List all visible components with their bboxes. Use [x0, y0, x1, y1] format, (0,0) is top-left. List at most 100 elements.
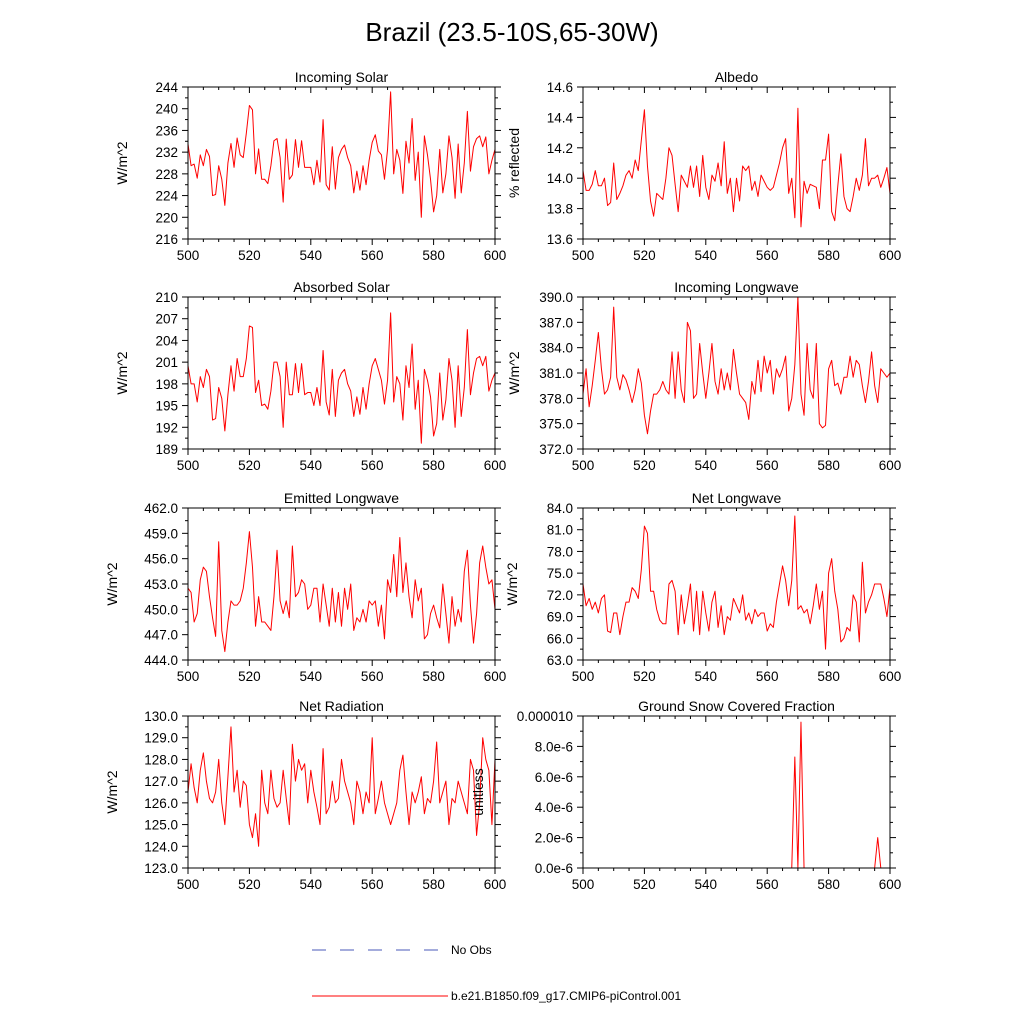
y-axis-label: unitless [470, 768, 486, 815]
y-tick-label: 127.0 [144, 774, 178, 789]
x-tick-label: 580 [817, 669, 840, 684]
x-tick-label: 580 [422, 458, 445, 473]
x-tick-label: 540 [300, 877, 323, 892]
y-tick-label: 453.0 [144, 577, 178, 592]
x-tick-label: 500 [177, 669, 200, 684]
y-tick-label: 66.0 [547, 631, 573, 646]
panel-title: Albedo [715, 69, 759, 85]
x-tick-label: 560 [756, 877, 779, 892]
y-tick-label: 69.0 [547, 610, 573, 625]
panel-title: Absorbed Solar [293, 279, 390, 295]
y-tick-label: 84.0 [547, 501, 573, 516]
x-tick-label: 580 [422, 248, 445, 263]
x-tick-label: 540 [695, 458, 718, 473]
plot-frame [187, 715, 496, 869]
y-axis-label: W/m^2 [114, 351, 130, 394]
x-tick-label: 520 [238, 877, 261, 892]
y-axis-label: W/m^2 [114, 141, 130, 184]
y-tick-label: 375.0 [539, 417, 573, 432]
x-tick-label: 580 [422, 877, 445, 892]
x-tick-label: 520 [238, 248, 261, 263]
x-tick-label: 600 [484, 458, 507, 473]
series-line-incoming-solar [187, 91, 496, 218]
panel-incoming-solar: Incoming Solar W/m^2 500 520 540 560 580 600 216… [114, 69, 506, 263]
x-tick-label: 500 [177, 877, 200, 892]
y-tick-label: 14.6 [547, 80, 573, 95]
y-tick-label: 390.0 [539, 290, 573, 305]
plot-frame [187, 507, 496, 661]
x-tick-label: 540 [695, 669, 718, 684]
series-line-absorbed-solar [187, 312, 496, 444]
x-tick-label: 500 [572, 248, 595, 263]
y-tick-label: 210 [155, 290, 178, 305]
y-tick-label: 0.000010 [517, 709, 573, 724]
plot-frame [582, 296, 891, 450]
y-tick-label: 372.0 [539, 442, 573, 457]
panel-net-longwave: Net Longwave W/m^2 500 520 540 560 580 600 63.0 6… [504, 490, 901, 684]
y-tick-label: 75.0 [547, 566, 573, 581]
x-tick-label: 540 [300, 669, 323, 684]
y-tick-label: 462.0 [144, 501, 178, 516]
panel-title: Emitted Longwave [284, 490, 399, 506]
x-tick-label: 560 [756, 248, 779, 263]
y-tick-label: 13.6 [547, 232, 573, 247]
panel-ground-snow-covered-fraction: Ground Snow Covered Fraction unitless 500 5… [470, 698, 901, 892]
y-tick-label: 204 [155, 333, 178, 348]
y-tick-label: 129.0 [144, 731, 178, 746]
x-tick-label: 600 [484, 669, 507, 684]
y-tick-label: 13.8 [547, 202, 573, 217]
x-tick-label: 560 [361, 669, 384, 684]
x-tick-label: 540 [695, 248, 718, 263]
y-tick-label: 459.0 [144, 526, 178, 541]
panel-albedo: Albedo % reflected 500 520 540 560 580 600 13.6 1… [506, 69, 901, 263]
x-tick-label: 500 [572, 877, 595, 892]
y-tick-label: 228 [155, 167, 178, 182]
y-axis-label: W/m^2 [506, 351, 522, 394]
panel-title: Incoming Longwave [674, 279, 799, 295]
series-line-emitted-longwave [187, 531, 496, 653]
y-tick-label: 456.0 [144, 552, 178, 567]
y-tick-label: 207 [155, 312, 178, 327]
x-tick-label: 540 [300, 458, 323, 473]
legend-label-model-run: b.e21.B1850.f09_g17.CMIP6-piControl.001 [451, 989, 681, 1003]
x-tick-label: 580 [817, 248, 840, 263]
y-tick-label: 192 [155, 420, 178, 435]
x-tick-label: 600 [879, 877, 902, 892]
x-tick-label: 600 [484, 248, 507, 263]
x-tick-label: 500 [572, 458, 595, 473]
panel-net-radiation: Net Radiation W/m^2 500 520 540 560 580 600 123.… [104, 698, 506, 892]
y-tick-label: 236 [155, 123, 178, 138]
y-tick-label: 450.0 [144, 602, 178, 617]
y-tick-label: 387.0 [539, 315, 573, 330]
legend-label-no-obs: No Obs [451, 943, 492, 957]
y-tick-label: 123.0 [144, 861, 178, 876]
y-tick-label: 14.0 [547, 171, 573, 186]
y-tick-label: 6.0e-6 [535, 770, 573, 785]
y-axis-label: % reflected [506, 128, 522, 198]
x-tick-label: 560 [756, 669, 779, 684]
plot-frame [187, 86, 496, 240]
y-tick-label: 81.0 [547, 523, 573, 538]
series-line-incoming-longwave [582, 296, 891, 435]
y-tick-label: 381.0 [539, 366, 573, 381]
x-tick-label: 600 [879, 669, 902, 684]
y-tick-label: 2.0e-6 [535, 831, 573, 846]
x-tick-label: 600 [879, 458, 902, 473]
x-tick-label: 500 [177, 248, 200, 263]
y-tick-label: 14.2 [547, 141, 573, 156]
x-tick-label: 520 [633, 248, 656, 263]
y-tick-label: 8.0e-6 [535, 739, 573, 754]
y-tick-label: 444.0 [144, 653, 178, 668]
plot-frame [187, 296, 496, 450]
x-tick-label: 500 [572, 669, 595, 684]
series-line-net-radiation [187, 726, 496, 847]
panel-absorbed-solar: Absorbed Solar W/m^2 500 520 540 560 580 600 189… [114, 279, 506, 473]
plot-frame [582, 86, 891, 240]
y-tick-label: 125.0 [144, 818, 178, 833]
y-tick-label: 63.0 [547, 653, 573, 668]
y-tick-label: 224 [155, 189, 178, 204]
y-tick-label: 126.0 [144, 796, 178, 811]
y-tick-label: 232 [155, 145, 178, 160]
y-tick-label: 201 [155, 355, 178, 370]
y-tick-label: 0.0e-6 [535, 861, 573, 876]
